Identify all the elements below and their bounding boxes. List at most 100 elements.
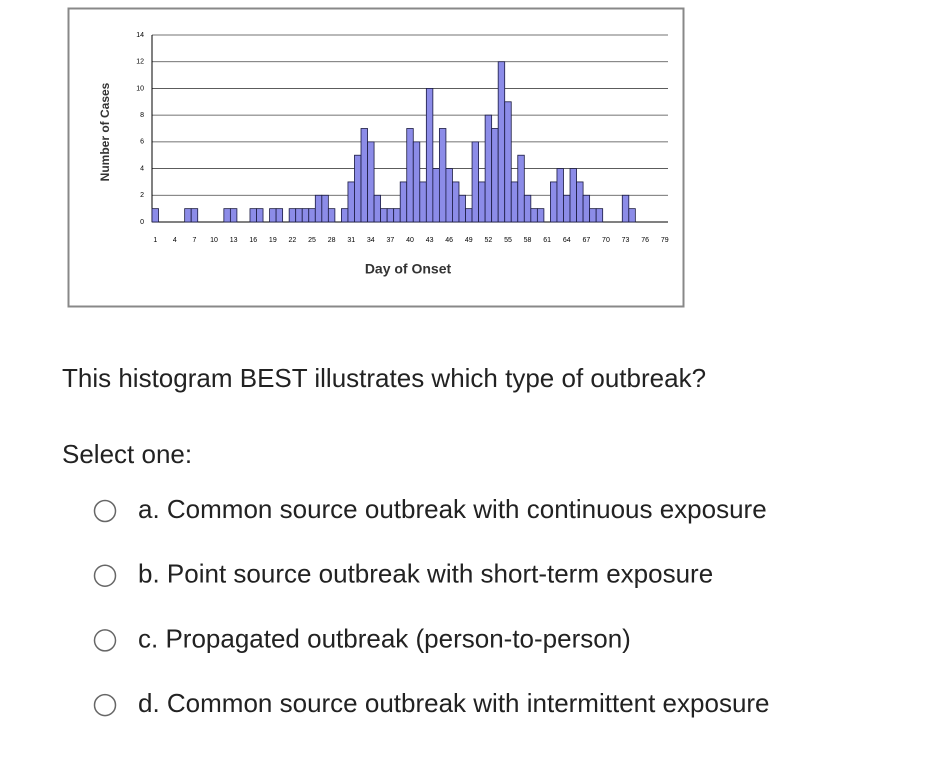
- y-tick-label: 4: [140, 165, 144, 172]
- bar: [432, 168, 440, 223]
- x-axis-label: Day of Onset: [365, 261, 452, 277]
- bar: [497, 61, 506, 223]
- x-tick-label: 64: [563, 237, 571, 244]
- bar: [321, 194, 329, 223]
- bar: [249, 208, 257, 223]
- x-tick-label: 28: [328, 237, 336, 244]
- x-tick-label: 61: [543, 237, 551, 244]
- bar: [465, 208, 473, 223]
- x-tick-label: 76: [641, 237, 649, 244]
- bar: [412, 141, 421, 223]
- bar: [419, 181, 427, 223]
- x-tick-label: 10: [210, 237, 218, 244]
- bar: [341, 208, 349, 223]
- bar: [452, 181, 460, 223]
- bar: [399, 181, 408, 223]
- x-tick-label: 49: [465, 237, 473, 244]
- bar: [582, 194, 591, 223]
- radio-button[interactable]: [93, 693, 117, 717]
- y-tick-label: 12: [136, 59, 144, 66]
- bar: [288, 208, 297, 223]
- bar: [536, 208, 545, 223]
- x-tick-label: 22: [289, 237, 297, 244]
- bar: [314, 194, 323, 223]
- x-tick-label: 79: [661, 237, 669, 244]
- y-tick-label: 8: [140, 112, 144, 119]
- bar: [589, 208, 597, 223]
- bar: [550, 181, 558, 223]
- bar: [621, 194, 630, 223]
- bar: [595, 208, 604, 223]
- bar: [327, 208, 336, 223]
- x-tick-label: 43: [426, 237, 434, 244]
- bar: [425, 88, 434, 223]
- bar: [190, 208, 199, 223]
- y-axis-label: Number of Cases: [98, 82, 112, 181]
- bar: [504, 101, 512, 223]
- option-label[interactable]: d. Common source outbreak with intermitt…: [138, 688, 770, 718]
- x-tick-label: 16: [249, 237, 257, 244]
- bar: [471, 141, 479, 223]
- x-tick-label: 19: [269, 237, 277, 244]
- radio-button[interactable]: [93, 499, 117, 523]
- bar: [523, 194, 532, 223]
- bar: [386, 208, 395, 223]
- option-label[interactable]: b. Point source outbreak with short-term…: [138, 559, 713, 589]
- x-tick-label: 13: [230, 237, 238, 244]
- bar: [445, 168, 453, 223]
- prompt: Select one:: [62, 439, 192, 469]
- bar: [367, 141, 375, 223]
- option-label[interactable]: a. Common source outbreak with continuou…: [138, 494, 767, 524]
- bar: [563, 194, 571, 223]
- bar: [576, 181, 584, 223]
- y-tick-label: 10: [136, 85, 144, 92]
- y-tick-label: 0: [140, 219, 144, 226]
- chart-frame: [67, 7, 685, 308]
- bar: [373, 194, 382, 223]
- bar: [151, 208, 159, 223]
- x-tick-label: 46: [445, 237, 453, 244]
- question: This histogram BEST illustrates which ty…: [62, 363, 706, 393]
- bar: [438, 128, 447, 223]
- bar: [184, 208, 192, 223]
- bar: [360, 128, 368, 223]
- bar: [380, 208, 388, 223]
- x-tick-label: 37: [387, 237, 395, 244]
- bar: [628, 208, 636, 223]
- bar: [256, 208, 264, 223]
- x-tick-label: 25: [308, 237, 316, 244]
- bar: [393, 208, 401, 223]
- bar: [478, 181, 486, 223]
- bar: [308, 208, 316, 223]
- x-tick-label: 52: [484, 237, 492, 244]
- x-tick-label: 73: [622, 237, 630, 244]
- bar: [556, 168, 564, 223]
- bar: [458, 194, 466, 223]
- x-tick-label: 40: [406, 237, 414, 244]
- x-tick-label: 34: [367, 237, 375, 244]
- radio-button[interactable]: [93, 629, 117, 652]
- bar: [510, 181, 519, 223]
- x-tick-label: 31: [347, 237, 355, 244]
- radio-button[interactable]: [93, 564, 117, 587]
- x-tick-label: 70: [602, 237, 610, 244]
- bar: [295, 208, 303, 223]
- option-label[interactable]: c. Propagated outbreak (person-to-person…: [138, 623, 631, 653]
- y-tick-label: 14: [136, 32, 144, 39]
- bar: [223, 208, 231, 223]
- x-tick-label: 7: [193, 237, 197, 244]
- bar: [517, 154, 525, 223]
- bar: [301, 208, 310, 223]
- x-tick-label: 58: [524, 237, 532, 244]
- x-tick-label: 67: [582, 237, 590, 244]
- bar: [347, 181, 355, 223]
- bar: [229, 208, 238, 223]
- bar: [484, 114, 493, 223]
- y-tick-label: 6: [140, 139, 144, 146]
- bar: [354, 154, 362, 223]
- x-tick-label: 1: [153, 237, 157, 244]
- bar: [275, 208, 284, 223]
- x-tick-label: 4: [173, 237, 177, 244]
- bar: [269, 208, 277, 223]
